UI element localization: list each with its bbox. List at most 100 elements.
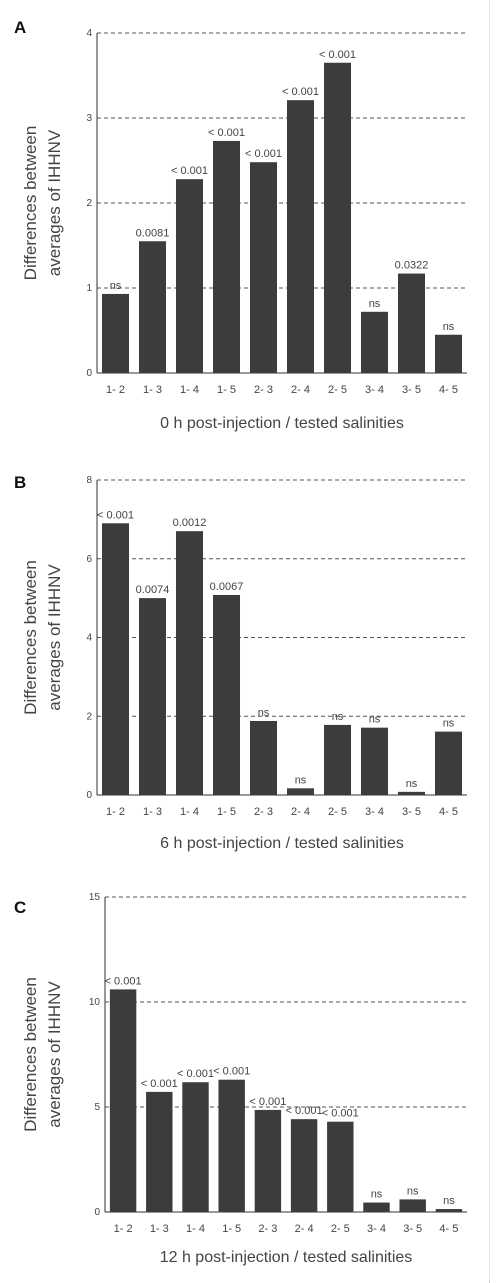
- category-label-b-0: 1- 2: [106, 806, 125, 818]
- category-label-c-4: 2- 3: [258, 1223, 277, 1235]
- y-axis-title-line1-b: Differences between: [21, 560, 40, 715]
- bar-b-4: [249, 720, 278, 795]
- bar-a-2: [175, 179, 204, 373]
- category-label-a-0: 1- 2: [106, 384, 125, 396]
- data-label-b-3: 0.0067: [210, 581, 244, 593]
- y-axis-title-line2-c: averages of IHHNV: [45, 981, 64, 1128]
- chart-a: 0 1 2 3 4 ns 1- 2 0.0081 1- 3 < 0.001 1- 4 < 0.001 1…: [21, 28, 467, 432]
- category-label-b-5: 2- 4: [291, 806, 310, 818]
- data-label-a-7: ns: [369, 298, 381, 310]
- y-tick-label-c-0: 0: [94, 1207, 100, 1218]
- data-label-a-0: ns: [110, 280, 122, 292]
- y-axis-title-line2-b: averages of IHHNV: [45, 564, 64, 711]
- page-border: [489, 0, 490, 1283]
- data-label-c-6: < 0.001: [322, 1108, 359, 1120]
- chart-b: 0 2 4 6 8 < 0.001 1- 2 0.0074 1- 3 0.0012 1- 4 0.00…: [21, 475, 467, 852]
- bar-b-2: [175, 531, 204, 795]
- category-label-b-9: 4- 5: [439, 806, 458, 818]
- category-label-b-3: 1- 5: [217, 806, 236, 818]
- bar-a-4: [249, 162, 278, 373]
- panel-label-b: B: [14, 473, 27, 492]
- data-label-b-5: ns: [295, 774, 307, 786]
- category-label-c-6: 2- 5: [331, 1223, 350, 1235]
- y-tick-label-b-0: 0: [86, 790, 92, 801]
- y-axis-title-line1-a: Differences between: [21, 126, 40, 281]
- y-tick-label-b-4: 8: [86, 475, 92, 486]
- category-label-a-5: 2- 4: [291, 384, 310, 396]
- y-tick-label-a-4: 4: [86, 28, 92, 39]
- category-label-c-1: 1- 3: [150, 1223, 169, 1235]
- category-label-a-9: 4- 5: [439, 384, 458, 396]
- data-label-a-3: < 0.001: [208, 127, 245, 139]
- data-label-a-4: < 0.001: [245, 148, 282, 160]
- bar-b-6: [323, 724, 352, 795]
- data-label-b-6: ns: [332, 711, 344, 723]
- category-label-c-8: 3- 5: [403, 1223, 422, 1235]
- bar-b-7: [360, 727, 389, 795]
- x-axis-title-a: 0 h post-injection / tested salinities: [160, 415, 404, 432]
- category-label-c-3: 1- 5: [222, 1223, 241, 1235]
- bar-b-8: [397, 791, 426, 795]
- bar-c-3: [218, 1079, 245, 1212]
- data-label-b-0: < 0.001: [97, 509, 134, 521]
- data-label-b-2: 0.0012: [173, 517, 207, 529]
- category-label-c-2: 1- 4: [186, 1223, 205, 1235]
- panel-b: B 0 2 4 6 8 < 0.001 1- 2 0.0074 1- 3 0.0012 1- 4 0.…: [0, 455, 490, 855]
- data-label-c-2: < 0.001: [177, 1068, 214, 1080]
- data-label-c-3: < 0.001: [213, 1066, 250, 1078]
- category-label-c-7: 3- 4: [367, 1223, 386, 1235]
- data-label-c-1: < 0.001: [141, 1078, 178, 1090]
- bar-c-2: [182, 1082, 209, 1212]
- x-axis-title-c: 12 h post-injection / tested salinities: [160, 1249, 413, 1266]
- bar-c-7: [363, 1202, 390, 1212]
- category-label-c-5: 2- 4: [295, 1223, 314, 1235]
- panel-c: C 0 5 10 15 < 0.001 1- 2 < 0.001 1- 3 < 0.001 1- …: [0, 880, 490, 1280]
- category-label-b-6: 2- 5: [328, 806, 347, 818]
- x-axis-title-b: 6 h post-injection / tested salinities: [160, 835, 404, 852]
- data-label-c-4: < 0.001: [249, 1096, 286, 1108]
- bar-b-0: [101, 523, 130, 795]
- data-label-a-2: < 0.001: [171, 165, 208, 177]
- y-tick-label-c-2: 10: [89, 997, 101, 1008]
- bar-c-4: [254, 1109, 282, 1212]
- data-label-c-8: ns: [407, 1185, 419, 1197]
- data-label-c-9: ns: [443, 1195, 455, 1207]
- category-label-a-7: 3- 4: [365, 384, 384, 396]
- y-axis-title-line1-c: Differences between: [21, 977, 40, 1132]
- y-tick-label-b-2: 4: [86, 633, 92, 644]
- data-label-a-9: ns: [443, 321, 455, 333]
- category-label-b-2: 1- 4: [180, 806, 199, 818]
- data-label-b-8: ns: [406, 778, 418, 790]
- bar-a-7: [360, 311, 389, 373]
- category-label-a-2: 1- 4: [180, 384, 199, 396]
- data-label-b-4: ns: [258, 707, 270, 719]
- y-tick-label-a-2: 2: [86, 198, 92, 209]
- bar-c-5: [290, 1119, 318, 1212]
- category-label-b-7: 3- 4: [365, 806, 384, 818]
- bar-a-1: [138, 241, 167, 373]
- data-label-c-7: ns: [371, 1189, 383, 1201]
- category-label-a-6: 2- 5: [328, 384, 347, 396]
- category-label-a-4: 2- 3: [254, 384, 273, 396]
- data-label-b-1: 0.0074: [136, 584, 170, 596]
- bar-b-3: [212, 594, 241, 795]
- data-label-c-5: < 0.001: [286, 1105, 323, 1117]
- category-label-a-3: 1- 5: [217, 384, 236, 396]
- category-label-b-8: 3- 5: [402, 806, 421, 818]
- data-label-a-5: < 0.001: [282, 86, 319, 98]
- data-label-a-8: 0.0322: [395, 260, 429, 272]
- data-label-b-7: ns: [369, 714, 381, 726]
- bar-c-1: [146, 1091, 173, 1212]
- y-tick-label-c-1: 5: [94, 1102, 100, 1113]
- data-label-a-1: 0.0081: [136, 227, 170, 239]
- bar-a-6: [323, 62, 352, 373]
- bar-c-9: [435, 1209, 463, 1212]
- bar-a-3: [212, 140, 241, 373]
- bar-a-0: [101, 293, 130, 373]
- panel-a: A 0 1 2 3 4 ns 1- 2 0.0081 1- 3 < 0.001 1- 4 < 0.00…: [0, 0, 490, 445]
- category-label-a-8: 3- 5: [402, 384, 421, 396]
- chart-c: 0 5 10 15 < 0.001 1- 2 < 0.001 1- 3 < 0.001 1- 4 <…: [21, 892, 467, 1266]
- bar-c-0: [109, 989, 137, 1212]
- bar-b-5: [286, 788, 315, 795]
